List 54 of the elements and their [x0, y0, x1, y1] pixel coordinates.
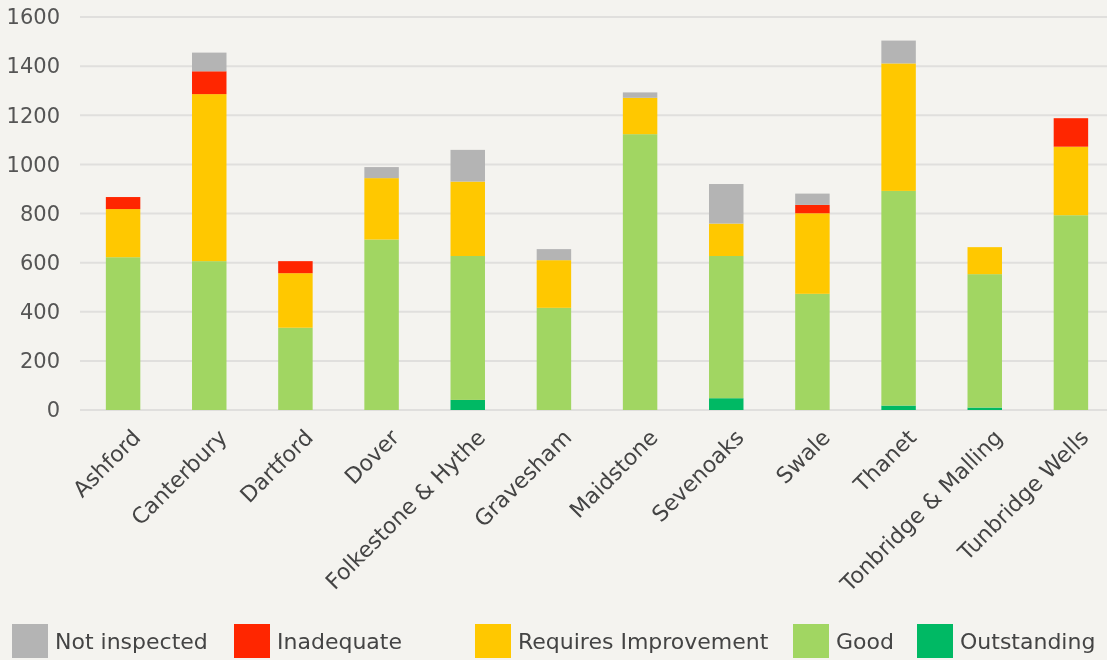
bar [881, 190, 916, 406]
y-tick-label: 1200 [6, 103, 60, 128]
bar [622, 92, 658, 98]
bar [192, 261, 227, 410]
legend-label: Inadequate [277, 628, 402, 654]
y-tick-label: 600 [19, 250, 60, 275]
bar [450, 181, 485, 256]
y-tick-label: 1400 [6, 54, 60, 79]
bar [278, 261, 313, 274]
bar [1053, 215, 1089, 410]
y-tick-label: 400 [19, 300, 60, 325]
bar [1053, 146, 1089, 216]
y-tick-label: 0 [46, 398, 60, 423]
bar [622, 97, 658, 135]
bar [105, 257, 141, 410]
bar [105, 197, 141, 210]
bar [364, 178, 399, 240]
y-tick-label: 1600 [6, 5, 60, 30]
bar [278, 327, 313, 410]
bar [795, 213, 830, 294]
y-tick-label: 1000 [6, 152, 60, 177]
bar [795, 204, 830, 214]
bar [536, 307, 572, 410]
bar [450, 255, 485, 400]
bar [192, 71, 227, 95]
bar [967, 247, 1002, 275]
bar [709, 398, 744, 410]
bar [450, 149, 485, 182]
bar [536, 260, 572, 308]
bar [709, 255, 744, 399]
y-tick-label: 800 [19, 201, 60, 226]
bar [364, 167, 399, 179]
bar [278, 273, 313, 328]
bar [881, 405, 916, 410]
y-tick-label: 200 [19, 349, 60, 374]
bar [1053, 118, 1089, 147]
bar [795, 293, 830, 410]
bar [192, 94, 227, 262]
legend-label: Good [836, 628, 894, 654]
bar [364, 239, 399, 410]
bar [450, 399, 485, 410]
legend-label: Outstanding [960, 628, 1096, 654]
bar [622, 134, 658, 410]
legend-label: Requires Improvement [518, 628, 769, 654]
bar [881, 40, 916, 64]
legend-label: Not inspected [55, 628, 208, 654]
bar [967, 274, 1002, 408]
bar [105, 209, 141, 258]
bar [536, 249, 572, 261]
bar [881, 63, 916, 191]
bar [709, 184, 744, 224]
bar [709, 223, 744, 256]
bar [795, 193, 830, 205]
bar [192, 52, 227, 72]
